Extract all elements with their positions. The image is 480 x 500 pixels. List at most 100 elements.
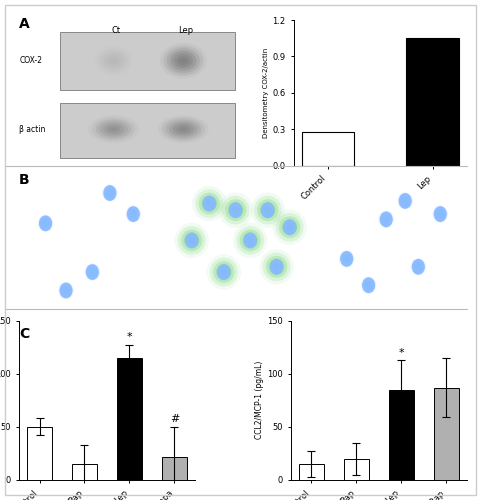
Ellipse shape <box>180 58 186 63</box>
Text: *: * <box>126 332 132 342</box>
Ellipse shape <box>96 120 132 139</box>
Ellipse shape <box>97 48 130 74</box>
Ellipse shape <box>170 51 196 70</box>
Ellipse shape <box>360 276 376 294</box>
Ellipse shape <box>210 258 237 286</box>
Text: L+R: L+R <box>444 294 461 304</box>
Ellipse shape <box>105 188 114 198</box>
Bar <box>72 464 96 480</box>
Ellipse shape <box>339 251 352 267</box>
Ellipse shape <box>229 204 241 217</box>
Ellipse shape <box>104 186 116 200</box>
Ellipse shape <box>201 195 216 212</box>
Ellipse shape <box>232 207 238 214</box>
Ellipse shape <box>247 238 252 244</box>
Ellipse shape <box>411 260 424 274</box>
Ellipse shape <box>259 202 275 219</box>
Ellipse shape <box>169 122 197 137</box>
Text: *: * <box>397 348 403 358</box>
Ellipse shape <box>411 259 424 274</box>
Ellipse shape <box>246 236 254 244</box>
Ellipse shape <box>39 216 52 231</box>
Ellipse shape <box>232 222 267 258</box>
Ellipse shape <box>260 202 275 218</box>
Ellipse shape <box>216 264 231 280</box>
Ellipse shape <box>286 224 292 230</box>
Ellipse shape <box>231 206 239 214</box>
Ellipse shape <box>172 124 193 135</box>
Ellipse shape <box>217 265 229 279</box>
Ellipse shape <box>125 206 141 223</box>
Ellipse shape <box>195 189 223 218</box>
Ellipse shape <box>338 250 354 268</box>
Ellipse shape <box>167 48 200 74</box>
Ellipse shape <box>270 260 282 274</box>
Ellipse shape <box>127 207 139 221</box>
Ellipse shape <box>178 226 205 255</box>
Ellipse shape <box>129 209 137 219</box>
Bar <box>343 458 368 480</box>
Ellipse shape <box>157 115 208 143</box>
Ellipse shape <box>278 216 300 238</box>
Bar <box>117 358 142 480</box>
Ellipse shape <box>218 192 252 228</box>
Ellipse shape <box>269 259 283 274</box>
Ellipse shape <box>341 254 350 264</box>
Ellipse shape <box>283 220 295 234</box>
Ellipse shape <box>204 198 213 208</box>
Ellipse shape <box>263 205 272 215</box>
Ellipse shape <box>239 230 260 252</box>
Ellipse shape <box>396 192 412 210</box>
Ellipse shape <box>242 232 257 249</box>
Ellipse shape <box>243 232 256 248</box>
Ellipse shape <box>381 214 390 224</box>
Ellipse shape <box>263 206 271 214</box>
Ellipse shape <box>181 230 202 252</box>
Ellipse shape <box>103 185 116 201</box>
Ellipse shape <box>185 232 198 248</box>
Ellipse shape <box>187 236 195 244</box>
Ellipse shape <box>84 264 100 280</box>
Ellipse shape <box>92 118 135 141</box>
Ellipse shape <box>41 218 50 228</box>
Ellipse shape <box>379 212 392 226</box>
Ellipse shape <box>250 192 284 228</box>
Ellipse shape <box>269 259 283 274</box>
Ellipse shape <box>275 213 303 242</box>
Ellipse shape <box>415 264 420 270</box>
Ellipse shape <box>259 249 293 284</box>
Ellipse shape <box>177 56 189 66</box>
Ellipse shape <box>343 256 349 262</box>
Ellipse shape <box>228 202 241 218</box>
Ellipse shape <box>217 264 230 280</box>
Ellipse shape <box>159 43 206 78</box>
Ellipse shape <box>265 256 287 278</box>
Ellipse shape <box>60 282 72 298</box>
Text: B: B <box>19 172 30 186</box>
Ellipse shape <box>340 252 352 266</box>
Ellipse shape <box>242 233 257 248</box>
Ellipse shape <box>203 196 215 210</box>
Ellipse shape <box>107 190 112 196</box>
Bar <box>162 456 186 480</box>
Ellipse shape <box>108 57 119 65</box>
Ellipse shape <box>100 50 127 72</box>
Ellipse shape <box>228 202 242 218</box>
Ellipse shape <box>102 184 118 202</box>
Ellipse shape <box>89 269 95 275</box>
Ellipse shape <box>383 216 388 222</box>
Ellipse shape <box>88 267 96 277</box>
Ellipse shape <box>202 196 216 212</box>
Ellipse shape <box>361 278 374 293</box>
Ellipse shape <box>221 269 226 275</box>
Ellipse shape <box>272 262 280 271</box>
Ellipse shape <box>236 226 264 255</box>
Text: A: A <box>19 18 30 32</box>
Ellipse shape <box>436 211 442 218</box>
Ellipse shape <box>253 196 281 224</box>
Y-axis label: Densitometry COX-2/actin: Densitometry COX-2/actin <box>263 48 269 138</box>
Text: Leptin: Leptin <box>285 294 311 304</box>
Bar <box>433 388 457 480</box>
Ellipse shape <box>206 254 240 290</box>
Ellipse shape <box>228 202 243 219</box>
